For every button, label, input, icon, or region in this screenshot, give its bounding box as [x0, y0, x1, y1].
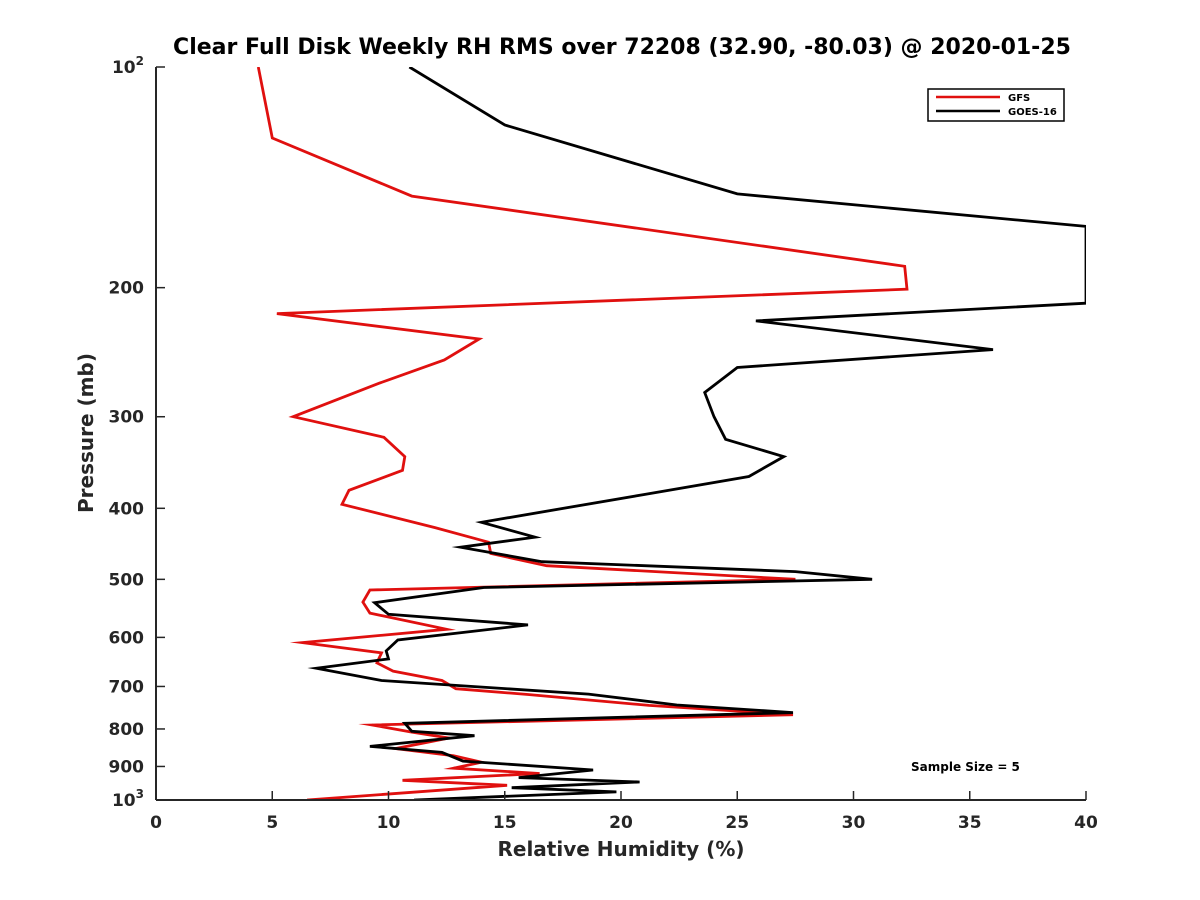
x-ticks: 0 5 10 15 20 25 30 35 40	[150, 791, 1098, 833]
y-tick-label: 400	[109, 499, 145, 519]
y-tick-label: 900	[109, 757, 145, 777]
chart-title: Clear Full Disk Weekly RH RMS over 72208…	[173, 35, 1071, 60]
y-axis-label: Pressure (mb)	[74, 353, 98, 513]
y-tick-label: 103	[112, 787, 144, 811]
x-tick-label: 0	[150, 813, 162, 833]
sample-size-annotation: Sample Size = 5	[911, 760, 1020, 774]
x-tick-label: 40	[1074, 813, 1098, 833]
x-axis-label: Relative Humidity (%)	[497, 837, 744, 861]
x-tick-label: 25	[725, 813, 749, 833]
x-tick-label: 15	[493, 813, 517, 833]
series-line-gfs	[256, 67, 909, 800]
x-tick-label: 10	[377, 813, 401, 833]
axes-background	[156, 67, 1086, 800]
y-tick-label: 800	[109, 720, 145, 740]
y-tick-label: 300	[109, 408, 145, 428]
series-line-goes16	[307, 67, 1086, 800]
legend: GFS GOES-16	[927, 88, 1065, 122]
y-tick-label: 600	[109, 628, 145, 648]
x-tick-label: 30	[842, 813, 866, 833]
legend-label-gfs: GFS	[1008, 93, 1030, 104]
y-tick-label: 102	[112, 54, 144, 78]
legend-box	[927, 88, 1065, 122]
legend-label-goes16: GOES-16	[1008, 107, 1057, 118]
y-tick-label: 200	[109, 279, 145, 299]
plot-area: 0 5 10 15 20 25 30 35 40 102 200 300 400 500 600 700 80…	[109, 54, 1098, 833]
y-tick-label: 500	[109, 570, 145, 590]
x-tick-label: 35	[958, 813, 982, 833]
x-tick-label: 5	[266, 813, 278, 833]
x-tick-label: 20	[609, 813, 633, 833]
y-tick-label: 700	[109, 677, 145, 697]
series-layer	[256, 67, 1086, 800]
y-ticks: 102 200 300 400 500 600 700 800 900 103	[109, 54, 165, 811]
